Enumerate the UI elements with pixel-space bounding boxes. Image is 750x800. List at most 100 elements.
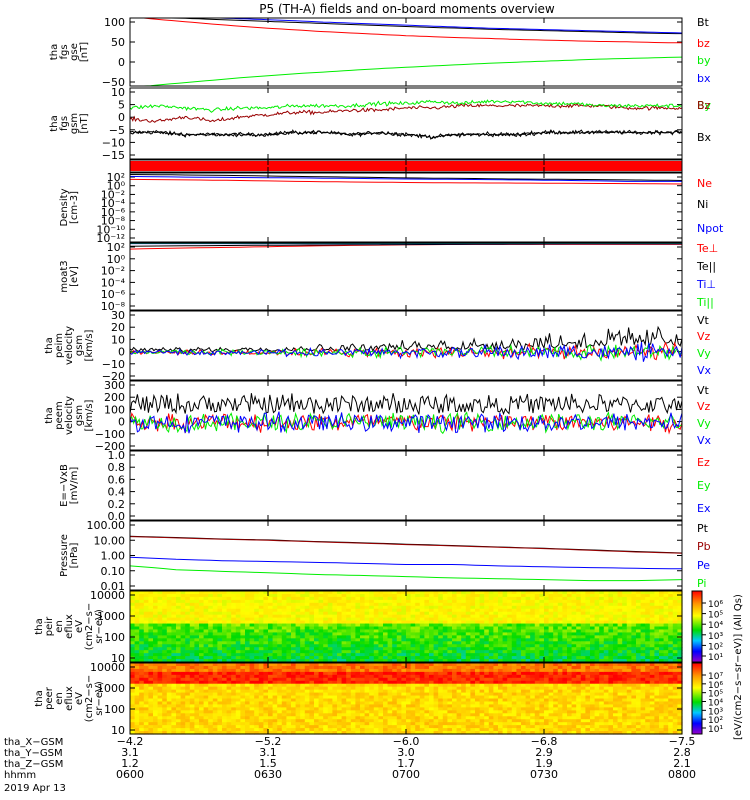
spectrogram-cell (143, 686, 149, 691)
colorbar-tick-label: 10⁴ (708, 621, 723, 631)
spectrogram-cell (608, 626, 614, 631)
spectrogram-cell (327, 629, 333, 634)
spectrogram-cell (364, 710, 370, 714)
spectrogram-cell (378, 626, 384, 631)
spectrogram-cell (166, 707, 172, 711)
spectrogram-cell (199, 641, 205, 645)
spectrogram-cell (222, 611, 228, 616)
spectrogram-cell (346, 686, 352, 691)
spectrogram-cell (645, 635, 651, 639)
spectrogram-cell (203, 707, 209, 711)
spectrogram-cell (249, 683, 255, 688)
spectrogram-cell (534, 596, 540, 601)
spectrogram-cell (295, 623, 301, 628)
spectrogram-cell (148, 680, 154, 685)
spectrogram-cell (415, 596, 421, 601)
spectrogram-cell (360, 701, 366, 706)
spectrogram-cell (557, 635, 563, 639)
spectrogram-cell (369, 710, 375, 714)
spectrogram-cell (383, 591, 389, 595)
spectrogram-cell (139, 716, 145, 720)
spectrogram-cell (157, 725, 163, 729)
spectrogram-cell (143, 638, 149, 642)
spectrogram-cell (511, 650, 517, 654)
spectrogram-cell (148, 674, 154, 679)
spectrogram-cell (272, 680, 278, 685)
spectrogram-cell (594, 650, 600, 654)
spectrogram-cell (617, 611, 623, 616)
spectrogram-cell (608, 611, 614, 616)
spectrogram-cell (475, 635, 481, 639)
spectrogram-cell (203, 617, 209, 622)
spectrogram-cell (341, 596, 347, 601)
spectrogram-cell (318, 626, 324, 631)
spectrogram-cell (626, 591, 632, 595)
spectrogram-cell (433, 602, 439, 607)
spectrogram-cell (401, 626, 407, 631)
spectrogram-cell (346, 704, 352, 708)
spectrogram-cell (327, 677, 333, 682)
spectrogram-cell (231, 731, 237, 735)
spectrogram-cell (258, 716, 264, 720)
spectrogram-cell (212, 692, 218, 697)
y-axis-label: peir (44, 616, 55, 636)
spectrogram-cell (396, 719, 402, 723)
spectrogram-cell (410, 689, 416, 694)
spectrogram-cell (539, 591, 545, 595)
spectrogram-cell (378, 593, 384, 598)
spectrogram-cell (502, 632, 508, 636)
spectrogram-cell (327, 689, 333, 694)
spectrogram-cell (286, 692, 292, 697)
spectrogram-cell (401, 686, 407, 691)
spectrogram-cell (295, 596, 301, 601)
spectrogram-cell (530, 593, 536, 598)
spectrogram-cell (341, 659, 347, 663)
spectrogram-cell (419, 620, 425, 625)
spectrogram-cell (171, 614, 177, 619)
spectrogram-cell (373, 728, 379, 732)
spectrogram-cell (396, 611, 402, 616)
spectrogram-cell (281, 668, 287, 673)
spectrogram-cell (245, 593, 251, 598)
spectrogram-cell (185, 674, 191, 679)
spectrogram-cell (309, 593, 315, 598)
spectrogram-cell (130, 671, 136, 676)
spectrogram-cell (295, 638, 301, 642)
spectrogram-cell (631, 611, 637, 616)
spectrogram-cell (291, 659, 297, 663)
spectrogram-cell (268, 698, 274, 703)
spectrogram-cell (392, 611, 398, 616)
spectrogram-cell (185, 665, 191, 670)
spectrogram-cell (148, 602, 154, 607)
spectrogram-cell (272, 635, 278, 639)
spectrogram-cell (166, 695, 172, 700)
spectrogram-cell (406, 728, 412, 732)
spectrogram-cell (176, 623, 182, 628)
spectrogram-cell (268, 632, 274, 636)
spectrogram-cell (355, 719, 361, 723)
spectrogram-cell (580, 629, 586, 634)
spectrogram-cell (286, 701, 292, 706)
spectrogram-cell (530, 632, 536, 636)
spectrogram-cell (516, 620, 522, 625)
spectrogram-cell (194, 659, 200, 663)
spectrogram-cell (649, 653, 655, 657)
spectrogram-cell (424, 722, 430, 726)
spectrogram-cell (461, 695, 467, 700)
spectrogram-cell (346, 671, 352, 676)
spectrogram-cell (281, 683, 287, 688)
spectrogram-cell (415, 713, 421, 717)
spectrogram-cell (291, 614, 297, 619)
spectrogram-cell (350, 653, 356, 657)
spectrogram-cell (438, 692, 444, 697)
spectrogram-cell (143, 683, 149, 688)
spectrogram-cell (171, 731, 177, 735)
spectrogram-cell (222, 602, 228, 607)
spectrogram-cell (659, 653, 665, 657)
spectrogram-cell (235, 626, 241, 631)
spectrogram-cell (157, 677, 163, 682)
spectrogram-cell (235, 620, 241, 625)
spectrogram-cell (268, 686, 274, 691)
spectrogram-cell (484, 638, 490, 642)
